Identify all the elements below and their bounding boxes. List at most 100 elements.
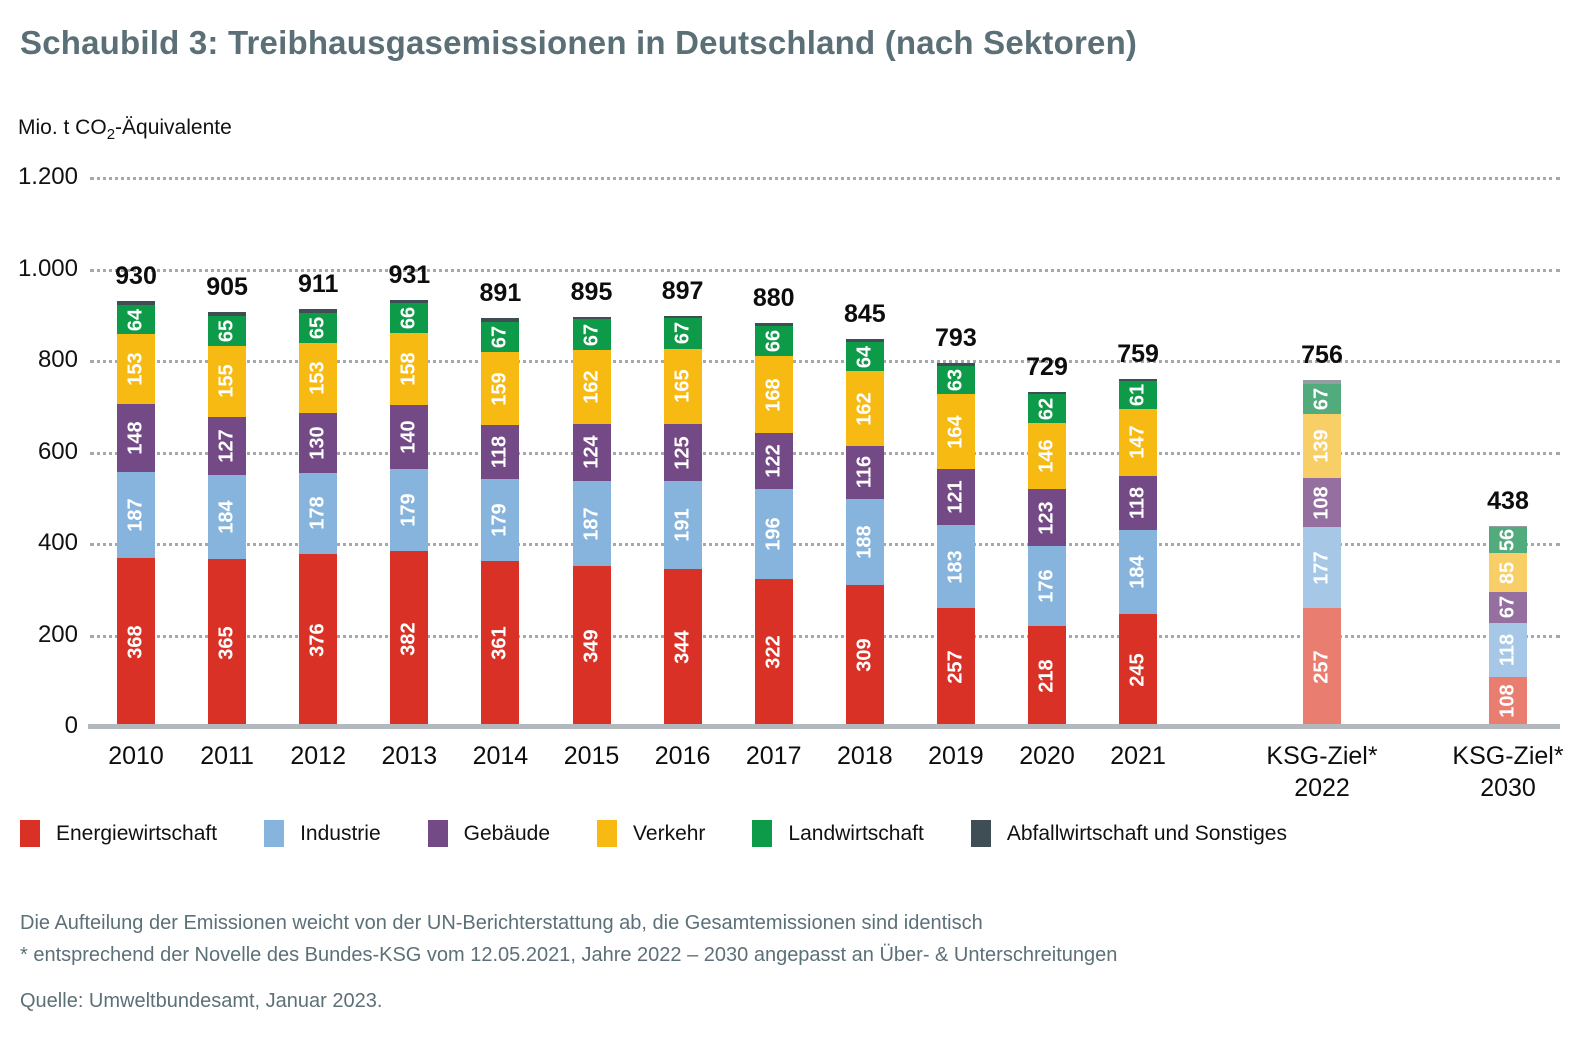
x-axis-label: KSG-Ziel* 2030 [1452, 742, 1564, 802]
segment-value-label: 140 [397, 420, 420, 454]
segment-value-label: 67 [488, 325, 511, 349]
legend-swatch [20, 820, 40, 847]
segment-value-label: 309 [853, 638, 876, 672]
legend-swatch [752, 820, 773, 847]
segment-energiewirtschaft: 322 [754, 578, 793, 726]
x-axis-label: 2015 [563, 742, 620, 770]
legend-item-verkehr: Verkehr [597, 820, 705, 847]
segment-value-label: 257 [1310, 650, 1333, 684]
y-tick-label-400: 400 [37, 529, 78, 556]
bar-2020: 218 176 123 146 62 [1028, 392, 1066, 726]
segment-gebäude: 123 [1028, 489, 1066, 546]
segment-value-label: 64 [124, 308, 147, 331]
segment-value-label: 147 [1126, 425, 1149, 459]
segment-value-label: 124 [580, 435, 602, 470]
x-axis-label: 2017 [745, 742, 802, 770]
segment-value-label: 368 [124, 625, 147, 659]
segment-gebäude: 67 [1489, 591, 1527, 623]
legend-swatch [264, 820, 285, 847]
segment-industrie: 178 [299, 472, 338, 554]
bar-total-label: 897 [661, 276, 704, 305]
segment-value-label: 123 [1035, 500, 1058, 535]
segment-gebäude: 116 [845, 445, 884, 499]
segment-value-label: 218 [1035, 659, 1058, 693]
segment-landwirtschaft: 65 [208, 316, 247, 346]
segment-industrie: 187 [117, 472, 155, 558]
y-tick-label-0: 0 [64, 712, 78, 739]
segment-value-label: 62 [1035, 397, 1058, 420]
segment-value-label: 184 [215, 500, 238, 534]
x-axis-label: KSG-Ziel* 2022 [1266, 742, 1378, 802]
x-axis: 2010 2011 2012 2013 2014 2015 2016 2017 2018 2019… [90, 740, 1563, 810]
bar-2013: 382 179 140 158 66 [390, 300, 429, 726]
segment-industrie: 118 [1489, 622, 1527, 677]
y-tick-label-800: 800 [37, 346, 78, 373]
segment-gebäude: 130 [299, 413, 338, 473]
segment-value-label: 65 [215, 319, 238, 343]
segment-value-label: 127 [215, 429, 238, 463]
bar-total-label: 911 [298, 270, 339, 299]
segment-value-label: 158 [397, 352, 420, 386]
segment-value-label: 344 [671, 630, 694, 664]
bar-2018: 309 188 116 162 64 [845, 339, 884, 726]
x-axis-label: 2021 [1110, 742, 1166, 770]
segment-value-label: 179 [488, 503, 511, 537]
segment-verkehr: 164 [936, 394, 975, 470]
segment-value-label: 146 [1035, 439, 1058, 473]
segment-energiewirtschaft: 361 [481, 560, 520, 726]
bar-total-label: 880 [752, 284, 795, 313]
segment-value-label: 164 [944, 415, 967, 449]
segment-abfallwirtschaft [1303, 380, 1341, 384]
segment-verkehr: 165 [663, 348, 702, 425]
gridline-600 [90, 451, 1560, 455]
segment-landwirtschaft: 62 [1028, 394, 1066, 423]
bar-total-label: 931 [388, 261, 431, 290]
segment-value-label: 67 [671, 322, 694, 345]
segment-value-label: 187 [124, 498, 147, 532]
x-axis-label: 2011 [200, 742, 254, 770]
segment-value-label: 130 [306, 426, 329, 460]
footnote-1: Die Aufteilung der Emissionen weicht von… [20, 912, 983, 934]
segment-value-label: 176 [1035, 569, 1058, 603]
segment-value-label: 67 [1310, 388, 1333, 411]
page-title: Schaubild 3: Treibhausgasemissionen in D… [20, 24, 1138, 61]
bar-2015: 349 187 124 162 67 [572, 316, 611, 726]
segment-value-label: 162 [853, 391, 876, 426]
segment-gebäude: 108 [1303, 478, 1341, 528]
segment-verkehr: 162 [845, 371, 884, 446]
segment-value-label: 63 [944, 368, 967, 392]
segment-value-label: 64 [853, 345, 876, 368]
segment-value-label: 376 [306, 623, 329, 657]
segment-abfallwirtschaft [1489, 525, 1527, 528]
segment-abfallwirtschaft [754, 323, 793, 327]
segment-value-label: 257 [944, 650, 967, 684]
segment-value-label: 187 [580, 506, 602, 541]
x-axis-label: 2012 [290, 742, 346, 770]
segment-industrie: 196 [754, 489, 793, 579]
legend-item-energiewirtschaft: Energiewirtschaft [20, 820, 217, 847]
segment-value-label: 67 [1496, 596, 1519, 619]
y-tick-label-600: 600 [37, 437, 78, 465]
segment-value-label: 196 [762, 517, 785, 551]
segment-gebäude: 118 [481, 424, 520, 479]
segment-energiewirtschaft: 108 [1489, 676, 1527, 726]
bar-2010: 368 187 148 153 64 [117, 300, 155, 726]
segment-value-label: 188 [853, 524, 876, 559]
x-axis-label: 2020 [1019, 742, 1075, 770]
segment-abfallwirtschaft [663, 315, 702, 318]
x-axis-sublabel: 2030 [1480, 774, 1536, 802]
legend-swatch [427, 820, 448, 847]
bar-2021: 245 184 118 147 61 [1119, 378, 1158, 726]
segment-value-label: 67 [580, 323, 602, 346]
segment-landwirtschaft: 65 [299, 313, 338, 344]
segment-landwirtschaft: 63 [936, 365, 975, 395]
segment-gebäude: 121 [936, 469, 975, 525]
x-axis-label: 2013 [381, 742, 438, 770]
segment-abfallwirtschaft [572, 316, 611, 320]
segment-value-label: 85 [1496, 561, 1519, 584]
segment-abfallwirtschaft [481, 318, 520, 322]
segment-gebäude: 125 [663, 424, 702, 482]
segment-value-label: 125 [671, 435, 694, 470]
segment-energiewirtschaft: 344 [663, 568, 702, 726]
segment-value-label: 108 [1496, 684, 1519, 718]
